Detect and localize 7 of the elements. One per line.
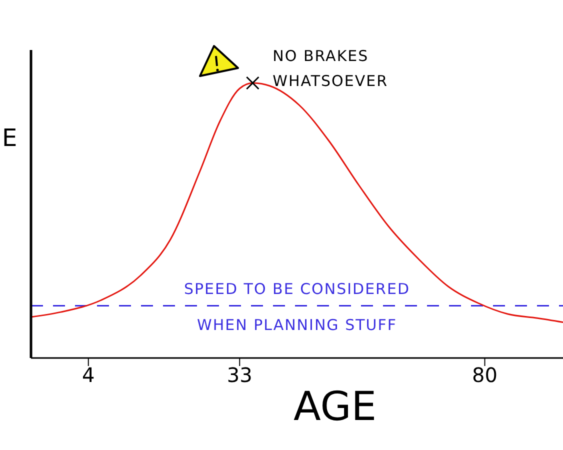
- x-tick-label: 33: [226, 363, 252, 388]
- x-axis-title: AGE: [294, 384, 376, 430]
- text: SPEED TO BE CONSIDERED WHEN PLANNING STUFF: [184, 280, 410, 334]
- y-axis-title: E: [2, 124, 18, 152]
- annotation: NO BRAKES WHATSOEVER: [272, 47, 388, 90]
- x-tick-label: 4: [82, 363, 95, 388]
- x-tick-label: 80: [472, 363, 498, 388]
